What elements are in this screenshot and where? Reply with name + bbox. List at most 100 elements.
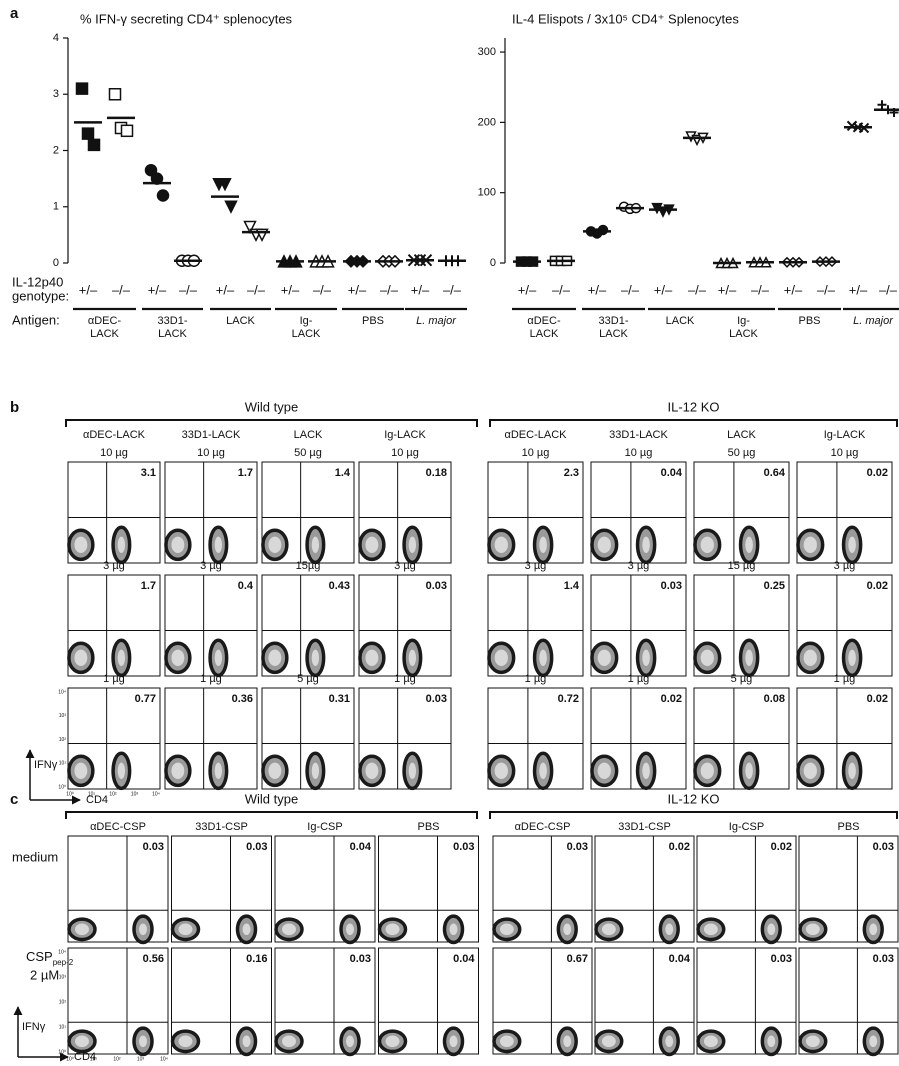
cell-population-core <box>408 762 417 780</box>
column-header: αDEC-LACK <box>83 429 146 441</box>
axis-label: IFNγ <box>22 1021 46 1033</box>
cell-population-core <box>268 536 282 554</box>
genotype-label: –/– <box>552 282 571 297</box>
dose-label: 15µg <box>296 560 321 572</box>
chart-title: IL-4 Elispots / 3x10⁵ CD4⁺ Splenocytes <box>512 11 739 26</box>
axis-label: CD4 <box>74 1051 96 1063</box>
cell-population-core <box>745 536 753 554</box>
antigen-label: LACK <box>158 328 187 340</box>
quadrant-value: 0.08 <box>764 693 785 705</box>
cell-population-core <box>282 923 296 936</box>
y-tick-label: 1 <box>53 201 59 213</box>
data-point <box>108 88 122 101</box>
group-bracket <box>489 811 898 819</box>
axis-tick-label: 10² <box>109 791 117 797</box>
antigen-label: Ig- <box>300 315 313 327</box>
dose-label: 10 µg <box>831 447 859 459</box>
dose-label: 3 µg <box>394 560 416 572</box>
quadrant-value: 0.03 <box>453 841 474 853</box>
dose-label: 3 µg <box>103 560 125 572</box>
cell-population-core <box>494 762 508 780</box>
quadrant-value: 0.72 <box>558 693 579 705</box>
cell-population-core <box>803 649 817 667</box>
dose-label: 1 µg <box>525 673 547 685</box>
cell-population-core <box>803 536 817 554</box>
cell-population-core <box>539 649 547 667</box>
cell-population-core <box>117 649 126 667</box>
data-point <box>144 163 158 177</box>
data-point <box>224 200 238 214</box>
dose-label: 10 µg <box>625 447 653 459</box>
cell-population-core <box>346 923 354 936</box>
axis-tick-label: 10⁴ <box>58 949 66 955</box>
dose-label: 3 µg <box>834 560 856 572</box>
row-label: genotype: <box>12 288 69 303</box>
column-header: LACK <box>727 429 756 441</box>
axis-tick-label: 10² <box>59 737 67 743</box>
axis-label: IFNγ <box>34 759 58 771</box>
dose-label: 1 µg <box>394 673 416 685</box>
column-header: 33D1-LACK <box>609 429 668 441</box>
column-header: 33D1-LACK <box>182 429 241 441</box>
cell-population-core <box>242 1035 251 1048</box>
dose-label: 50 µg <box>294 447 322 459</box>
cell-population-core <box>449 923 458 936</box>
data-point <box>81 127 95 140</box>
axis-tick-label: 10¹ <box>88 791 96 797</box>
quadrant-value: 0.02 <box>661 693 682 705</box>
antigen-label: L. major <box>416 315 457 327</box>
data-point <box>243 220 257 235</box>
data-point <box>120 124 134 138</box>
cell-population-core <box>408 649 417 667</box>
axis-tick-label: 10³ <box>131 791 139 797</box>
cell-population-core <box>346 1035 354 1048</box>
dose-label: 3 µg <box>628 560 650 572</box>
quadrant-value: 0.36 <box>232 693 253 705</box>
cell-population-core <box>311 762 320 780</box>
genotype-label: –/– <box>247 282 266 297</box>
row-label: CSPpep-2 <box>26 949 74 967</box>
genotype-label: –/– <box>380 282 399 297</box>
cell-population-core <box>365 649 379 667</box>
antigen-label: LACK <box>599 328 628 340</box>
axis-tick-label: 10² <box>113 1056 121 1062</box>
quadrant-value: 0.04 <box>661 467 683 479</box>
quadrant-value: 0.25 <box>764 580 785 592</box>
dose-label: 3 µg <box>525 560 547 572</box>
cell-population-core <box>268 762 282 780</box>
axis-tick-label: 10⁰ <box>66 791 74 797</box>
panel-label: c <box>10 791 18 808</box>
data-point <box>156 189 170 202</box>
quadrant-value: 0.4 <box>238 580 254 592</box>
dose-label: 10 µg <box>100 447 128 459</box>
quadrant-value: 0.02 <box>669 841 690 853</box>
data-point <box>877 100 887 110</box>
quadrant-value: 0.02 <box>867 580 888 592</box>
quadrant-value: 0.31 <box>329 693 350 705</box>
column-header: 33D1-CSP <box>618 821 671 833</box>
group-title: IL-12 KO <box>667 791 719 806</box>
cell-population-core <box>869 923 878 936</box>
y-tick-label: 2 <box>53 144 59 156</box>
y-tick-label: 100 <box>478 187 496 199</box>
row-label-sub: pep-2 <box>53 958 74 967</box>
axis-label: CD4 <box>86 794 108 806</box>
cell-population-core <box>242 923 251 936</box>
dose-label: 10 µg <box>391 447 419 459</box>
cell-population-core <box>74 649 88 667</box>
quadrant-value: 0.04 <box>453 953 475 965</box>
dose-label: 10 µg <box>197 447 225 459</box>
cell-population-core <box>282 1035 296 1048</box>
quadrant-value: 0.16 <box>246 953 267 965</box>
cell-population-core <box>703 1035 718 1048</box>
quadrant-value: 0.56 <box>143 953 164 965</box>
axis-tick-label: 10¹ <box>90 1056 98 1062</box>
dose-label: 1 µg <box>834 673 856 685</box>
cell-population-core <box>75 1035 89 1048</box>
y-tick-label: 0 <box>53 257 59 269</box>
antigen-label: PBS <box>362 315 384 327</box>
column-header: 33D1-CSP <box>195 821 248 833</box>
antigen-label: LACK <box>226 315 255 327</box>
cell-population-core <box>214 762 223 780</box>
